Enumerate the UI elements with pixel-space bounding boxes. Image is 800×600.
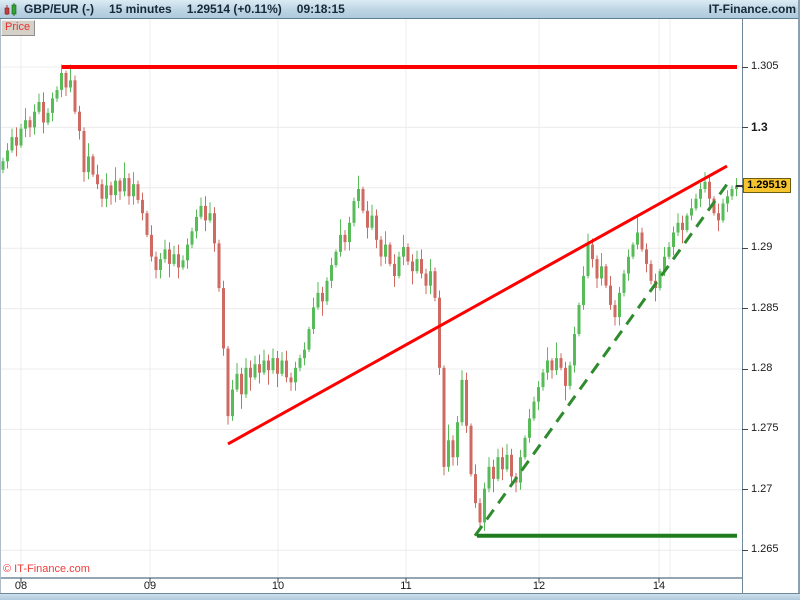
y-axis-label-1.265: 1.265	[751, 543, 779, 556]
bottom-scroll-strip[interactable]	[0, 593, 800, 600]
y-tick-1.285	[742, 308, 748, 310]
y-tick-1.265	[742, 549, 748, 551]
timeframe-label: 15 minutes	[109, 2, 172, 16]
y-axis-label-1.27: 1.27	[751, 482, 773, 495]
symbol-label: GBP/EUR (-)	[24, 2, 94, 16]
y-tick-1.28	[742, 368, 748, 370]
last-price-tick	[736, 184, 743, 187]
x-axis-label-09: 09	[143, 580, 157, 592]
x-axis-label-14: 14	[652, 580, 666, 592]
y-axis-label-1.3: 1.3	[751, 120, 768, 135]
tab-price-label: Price	[5, 21, 31, 33]
gridlines	[0, 19, 742, 583]
y-tick-1.305	[742, 66, 748, 68]
ascending-trendline[interactable]	[227, 164, 728, 446]
y-axis-label-1.28: 1.28	[751, 362, 773, 374]
brand-label: IT-Finance.com	[708, 2, 796, 16]
drawn-lines-layer	[62, 65, 737, 538]
x-axis-label-12: 12	[532, 580, 546, 592]
y-tick-1.29	[742, 247, 748, 249]
y-tick-1.275	[742, 428, 748, 430]
y-axis-label-1.285: 1.285	[751, 301, 779, 314]
quote-time: 09:18:15	[296, 2, 345, 16]
projected-trendline-dashed[interactable]	[473, 183, 729, 537]
copyright-watermark: © IT-Finance.com	[3, 563, 90, 575]
tab-price[interactable]: Price	[1, 20, 36, 36]
y-axis-label-1.275: 1.275	[751, 422, 779, 435]
y-axis-label-1.29: 1.29	[751, 241, 773, 254]
x-axis-label-10: 10	[271, 580, 285, 592]
last-price-marker: 1.29519	[743, 178, 791, 193]
y-axis-line	[742, 19, 743, 594]
y-axis-label-1.305: 1.305	[751, 60, 779, 72]
quote-bar: GBP/EUR (-) 15 minutes 1.29514 (+0.11%) …	[0, 0, 800, 19]
plot-left-border	[0, 19, 1, 594]
quote-value: 1.29514 (+0.11%)	[186, 2, 282, 16]
candlestick-icon	[4, 2, 17, 16]
y-tick-1.3	[742, 126, 748, 128]
candles-layer	[1, 64, 738, 531]
x-axis-label-08: 08	[14, 580, 28, 592]
y-tick-1.27	[742, 489, 748, 491]
x-axis-label-11: 11	[400, 580, 412, 592]
window-right-border	[798, 0, 800, 600]
price-chart-canvas[interactable]	[0, 19, 742, 584]
